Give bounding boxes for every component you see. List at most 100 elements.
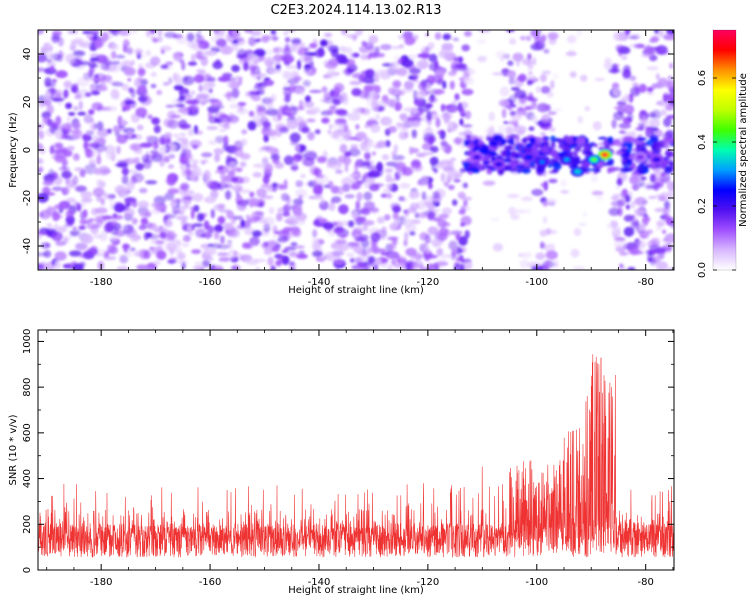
spectrogram-cell bbox=[138, 187, 148, 194]
spectrogram-cell bbox=[168, 257, 178, 262]
spectrogram-cell bbox=[413, 34, 419, 41]
spectrogram-cell bbox=[667, 93, 674, 100]
spectrogram-cell bbox=[409, 231, 416, 236]
spectrogram-cell bbox=[41, 188, 52, 192]
spectrogram-cell bbox=[44, 67, 57, 75]
spectrogram-cell bbox=[136, 124, 144, 131]
spectrogram-cell bbox=[308, 195, 318, 200]
spectrogram-cell bbox=[326, 69, 338, 79]
spectrogram-cell bbox=[639, 222, 646, 231]
chart-title: C2E3.2024.114.13.02.R13 bbox=[270, 3, 441, 18]
spectrogram-cell bbox=[38, 158, 44, 165]
spectrogram-cell bbox=[283, 87, 292, 98]
spectrogram-cell bbox=[663, 33, 674, 41]
spectrogram-cell bbox=[657, 77, 669, 88]
spectrogram-cell bbox=[55, 70, 68, 79]
spectrogram-cell bbox=[38, 231, 47, 236]
spectrogram-cell bbox=[341, 177, 355, 187]
spectrogram-cell bbox=[404, 218, 413, 229]
spectrogram-cell bbox=[179, 95, 186, 100]
spectrogram-cell bbox=[123, 104, 131, 111]
spectrogram-cell bbox=[590, 176, 599, 182]
spectrogram-cell bbox=[404, 131, 409, 139]
spectrogram-cell bbox=[543, 48, 550, 54]
x-tick-label: -80 bbox=[638, 277, 654, 288]
spectrogram-cell bbox=[249, 197, 260, 207]
spectrogram-signal-cell bbox=[576, 137, 586, 146]
spectrogram-cell bbox=[606, 222, 611, 230]
spectrogram-signal-cell bbox=[492, 145, 499, 149]
spectrogram-cell bbox=[72, 129, 83, 140]
spectrogram-cell bbox=[444, 181, 449, 188]
spectrogram-cell bbox=[302, 80, 311, 87]
spectrogram-cell bbox=[72, 105, 79, 111]
spectrogram-cell bbox=[89, 57, 99, 62]
spectrogram-cell bbox=[137, 84, 147, 92]
spectrogram-cell bbox=[650, 237, 661, 247]
spectrogram-cell bbox=[525, 35, 532, 42]
spectrogram-cell bbox=[294, 106, 306, 111]
spectrogram-cell bbox=[180, 140, 189, 151]
x-tick-label: -140 bbox=[308, 577, 331, 588]
spectrogram-cell bbox=[355, 124, 360, 130]
spectrogram-cell bbox=[78, 100, 83, 111]
spectrogram-cell bbox=[47, 122, 58, 128]
spectrogram-cell bbox=[398, 197, 408, 202]
spectrogram-cell bbox=[613, 31, 625, 42]
spectrogram-cell bbox=[229, 104, 241, 109]
spectrogram-cell bbox=[231, 88, 240, 99]
spectrogram-cell bbox=[65, 56, 76, 65]
spectrogram-cell bbox=[541, 34, 547, 43]
y-tick-label: 600 bbox=[22, 423, 33, 442]
spectrogram-cell bbox=[326, 108, 336, 114]
spectrogram-cell bbox=[355, 200, 361, 211]
spectrogram-cell bbox=[510, 87, 520, 91]
spectrogram-cell bbox=[576, 30, 583, 38]
spectrogram-cell bbox=[334, 108, 347, 116]
x-tick-label: -120 bbox=[417, 277, 440, 288]
spectrogram-cell bbox=[385, 120, 392, 124]
spectrogram-cell bbox=[459, 167, 466, 174]
spectrogram-cell bbox=[115, 54, 126, 59]
spectrogram-cell bbox=[283, 83, 288, 88]
spectrogram-cell bbox=[122, 224, 134, 235]
spectrogram-cell bbox=[258, 81, 267, 89]
spectrogram-cell bbox=[592, 121, 602, 131]
colorbar-tick-label: 0.2 bbox=[697, 198, 708, 214]
spectrogram-cell bbox=[428, 97, 439, 102]
snr-frame bbox=[37, 329, 675, 571]
spectrogram-cell bbox=[352, 229, 363, 234]
spectrogram-cell bbox=[99, 231, 108, 242]
spectrogram-cell bbox=[379, 71, 388, 75]
spectrogram-x-axis-label: Height of straight line (km) bbox=[288, 285, 424, 296]
spectrogram-peak bbox=[539, 160, 545, 164]
spectrogram-cell bbox=[499, 86, 510, 97]
spectrogram-cell bbox=[44, 177, 54, 183]
spectrogram-cell bbox=[190, 209, 195, 220]
spectrogram-cell bbox=[157, 36, 163, 43]
spectrogram-cell bbox=[326, 161, 333, 169]
spectrogram-cell bbox=[103, 256, 117, 261]
spectrogram-cell bbox=[57, 225, 68, 233]
spectrogram-cell bbox=[69, 43, 77, 51]
spectrogram-cell bbox=[261, 157, 269, 166]
spectrogram-cell bbox=[629, 175, 640, 185]
spectrogram-cell bbox=[535, 252, 546, 260]
spectrogram-cell bbox=[402, 166, 414, 176]
spectrogram-cell bbox=[190, 53, 196, 63]
spectrogram-cell bbox=[660, 109, 668, 116]
spectrogram-cell bbox=[51, 172, 59, 180]
spectrogram-cell bbox=[616, 45, 630, 55]
spectrogram-cell bbox=[268, 207, 275, 214]
spectrogram-cell bbox=[344, 151, 352, 157]
spectrogram-cell bbox=[160, 45, 172, 52]
spectrogram-cell bbox=[44, 209, 52, 218]
spectrogram-cell bbox=[358, 261, 367, 268]
colorbar-tick-label: 0.4 bbox=[697, 134, 708, 150]
spectrogram-cell bbox=[371, 151, 377, 156]
spectrogram-cell bbox=[619, 130, 626, 134]
spectrogram-cell bbox=[173, 133, 180, 138]
spectrogram-cell bbox=[367, 54, 372, 60]
spectrogram-cell bbox=[487, 127, 495, 136]
spectrogram-cell bbox=[52, 211, 60, 222]
